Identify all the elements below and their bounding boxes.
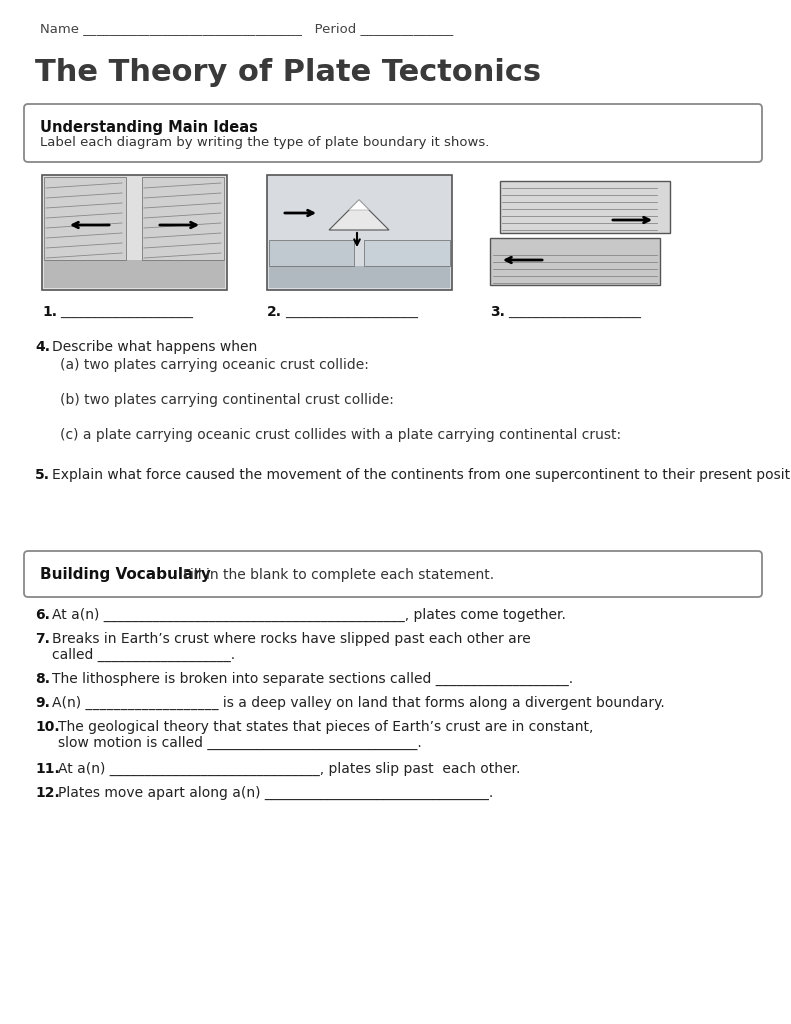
Text: Understanding Main Ideas: Understanding Main Ideas <box>40 120 258 135</box>
Text: Explain what force caused the movement of the continents from one supercontinent: Explain what force caused the movement o… <box>52 468 791 482</box>
Text: 5.: 5. <box>35 468 50 482</box>
Bar <box>44 177 126 260</box>
Text: The Theory of Plate Tectonics: The Theory of Plate Tectonics <box>35 58 541 87</box>
Polygon shape <box>269 240 354 266</box>
Text: 12.: 12. <box>35 786 60 800</box>
Bar <box>269 266 450 288</box>
Text: Breaks in Earth’s crust where rocks have slipped past each other are: Breaks in Earth’s crust where rocks have… <box>52 632 531 646</box>
Bar <box>500 181 670 233</box>
Text: Fill in the blank to complete each statement.: Fill in the blank to complete each state… <box>183 568 494 582</box>
Text: slow motion is called ______________________________.: slow motion is called __________________… <box>58 736 422 751</box>
Text: At a(n) ___________________________________________, plates come together.: At a(n) ________________________________… <box>52 608 566 623</box>
Text: 10.: 10. <box>35 720 59 734</box>
Text: The lithosphere is broken into separate sections called ___________________.: The lithosphere is broken into separate … <box>52 672 573 686</box>
Polygon shape <box>329 200 389 230</box>
Text: A(n) ___________________ is a deep valley on land that forms along a divergent b: A(n) ___________________ is a deep valle… <box>52 696 664 710</box>
Bar <box>44 260 225 288</box>
Text: Label each diagram by writing the type of plate boundary it shows.: Label each diagram by writing the type o… <box>40 136 490 150</box>
Text: 7.: 7. <box>35 632 50 646</box>
Polygon shape <box>364 240 450 266</box>
Text: 11.: 11. <box>35 762 60 776</box>
Polygon shape <box>349 200 369 210</box>
Text: ___________________: ___________________ <box>285 305 418 319</box>
Text: The geological theory that states that pieces of Earth’s crust are in constant,: The geological theory that states that p… <box>58 720 593 734</box>
Bar <box>490 238 660 285</box>
Text: 9.: 9. <box>35 696 50 710</box>
Text: Name _________________________________   Period ______________: Name _________________________________ P… <box>40 22 453 35</box>
Text: (b) two plates carrying continental crust collide:: (b) two plates carrying continental crus… <box>60 393 394 407</box>
Text: Plates move apart along a(n) ________________________________.: Plates move apart along a(n) ___________… <box>58 786 494 800</box>
Text: At a(n) ______________________________, plates slip past  each other.: At a(n) ______________________________, … <box>58 762 520 776</box>
Bar <box>267 175 452 290</box>
Text: called ___________________.: called ___________________. <box>52 648 235 663</box>
Text: ___________________: ___________________ <box>508 305 641 319</box>
FancyBboxPatch shape <box>24 551 762 597</box>
Bar <box>42 175 227 290</box>
Text: 8.: 8. <box>35 672 50 686</box>
Text: 1.: 1. <box>42 305 57 319</box>
Text: 3.: 3. <box>490 305 505 319</box>
Text: ___________________: ___________________ <box>60 305 193 319</box>
Text: Describe what happens when: Describe what happens when <box>52 340 257 354</box>
Bar <box>142 177 224 260</box>
Text: Building Vocabulary: Building Vocabulary <box>40 567 211 582</box>
Text: 4.: 4. <box>35 340 50 354</box>
Text: 2.: 2. <box>267 305 282 319</box>
Text: (c) a plate carrying oceanic crust collides with a plate carrying continental cr: (c) a plate carrying oceanic crust colli… <box>60 428 621 442</box>
Text: 6.: 6. <box>35 608 50 622</box>
FancyBboxPatch shape <box>24 104 762 162</box>
Text: (a) two plates carrying oceanic crust collide:: (a) two plates carrying oceanic crust co… <box>60 358 369 372</box>
